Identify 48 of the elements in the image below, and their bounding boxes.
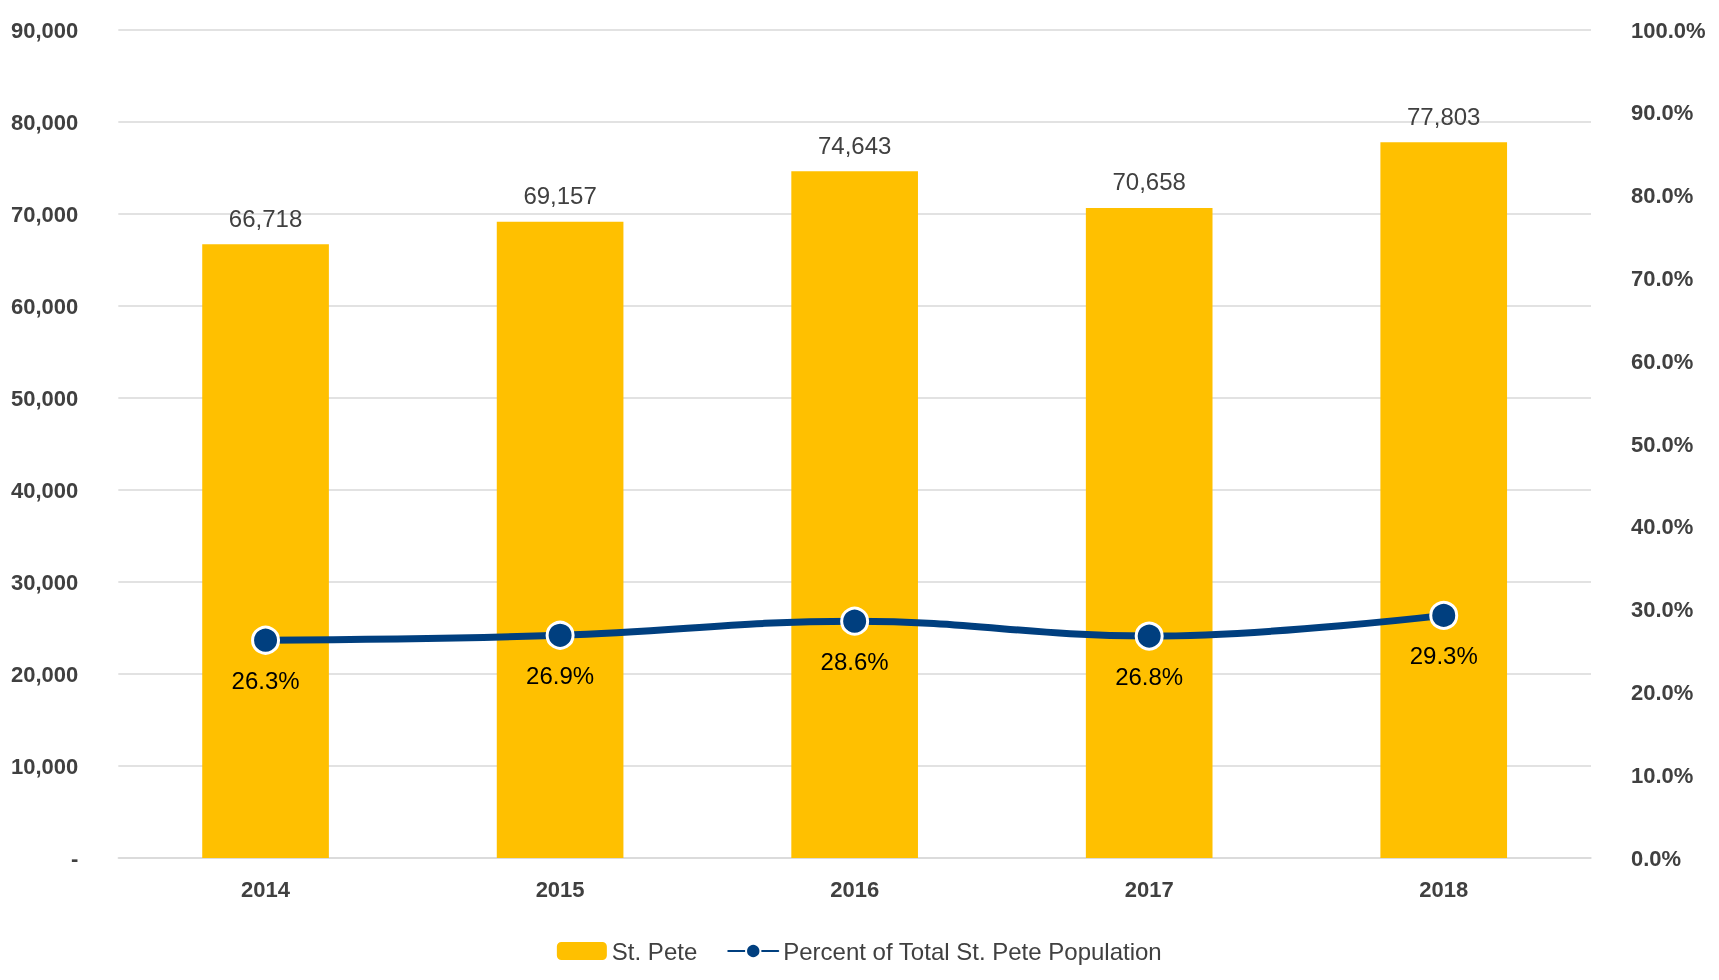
y-tick-label: 30,000	[10, 569, 79, 595]
y2-tick-label: 20.0%	[1631, 679, 1694, 705]
y2-tick-label: 60.0%	[1631, 348, 1694, 374]
y2-tick-label: 30.0%	[1631, 597, 1694, 623]
y2-tick-label: 80.0%	[1631, 183, 1694, 209]
bar	[1085, 207, 1213, 858]
data-label: 26.9%	[526, 662, 595, 690]
data-label: 26.3%	[231, 667, 300, 695]
data-label: 77,803	[1407, 102, 1481, 130]
data-label: 26.8%	[1115, 663, 1184, 691]
point	[545, 620, 575, 650]
bar	[1380, 142, 1508, 858]
data-label: 29.3%	[1409, 642, 1478, 670]
x-tick-label: 2014	[241, 876, 291, 902]
y2-tick-label: 0.0%	[1631, 845, 1682, 871]
y-tick-label: 50,000	[10, 385, 79, 411]
bar	[791, 171, 918, 858]
y2-tick-label: 50.0%	[1631, 431, 1694, 457]
x-tick-label: 2016	[830, 876, 880, 902]
data-label: 69,157	[523, 182, 597, 210]
point	[251, 625, 281, 655]
y-tick-label: 90,000	[10, 17, 79, 43]
bar	[496, 221, 624, 858]
y-tick-label: 80,000	[10, 109, 79, 135]
x-tick-label: 2015	[535, 876, 585, 902]
point	[840, 606, 870, 636]
x-tick-label: 2017	[1124, 876, 1174, 902]
bar	[202, 244, 329, 858]
y-tick-label: 10,000	[10, 753, 79, 779]
point	[1134, 621, 1164, 651]
y-tick-label: -	[70, 845, 79, 871]
y2-tick-label: 40.0%	[1631, 514, 1694, 540]
y2-tick-label: 70.0%	[1631, 265, 1694, 291]
data-label: 66,718	[228, 204, 303, 232]
y-tick-label: 60,000	[10, 293, 79, 319]
data-label: 74,643	[817, 131, 892, 159]
y2-tick-label: 10.0%	[1631, 762, 1694, 788]
point	[1429, 600, 1459, 630]
y2-tick-label: 100.0%	[1631, 17, 1706, 43]
x-tick-label: 2018	[1419, 876, 1469, 902]
data-label: 70,658	[1112, 168, 1186, 196]
y-tick-label: 70,000	[10, 201, 79, 227]
y-tick-label: 20,000	[10, 661, 79, 687]
y-tick-label: 40,000	[10, 477, 79, 503]
data-label: 28.6%	[820, 648, 889, 676]
legend-label: St. Pete	[611, 937, 698, 965]
legend-label: Percent of Total St. Pete Population	[783, 937, 1162, 965]
y2-tick-label: 90.0%	[1631, 100, 1694, 126]
